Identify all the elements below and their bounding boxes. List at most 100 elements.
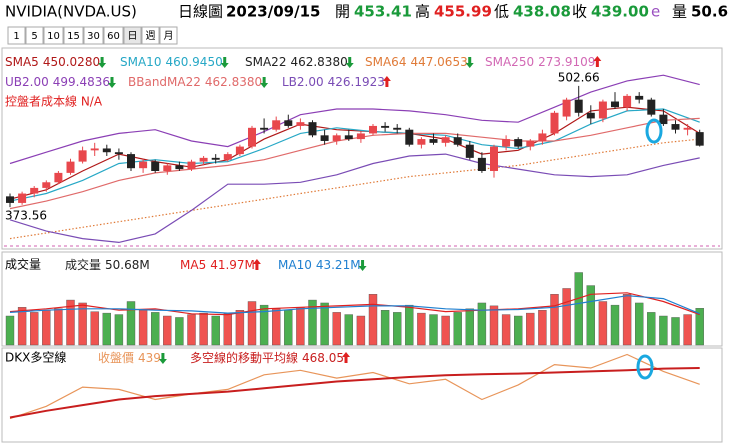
candle-body	[211, 157, 220, 160]
candle-body	[683, 127, 692, 130]
legend-entry: UB2.00 499.4836	[5, 75, 110, 89]
legend-name: LB2.00	[282, 75, 324, 89]
toolbar-label: 週	[146, 30, 156, 42]
volume-bar	[247, 301, 257, 346]
trend-arrow	[260, 77, 269, 88]
series-line	[9, 153, 700, 244]
volume-bar	[501, 314, 511, 346]
legend-entry: 收盤價 439	[98, 351, 161, 365]
low-value: 438.08	[513, 3, 571, 21]
legend-value: 41.97M	[210, 258, 255, 272]
candle-body	[30, 187, 39, 194]
close-value: 439.00	[591, 3, 649, 21]
toolbar-label: 5	[31, 31, 37, 42]
candle-body	[453, 137, 462, 145]
panel-title: DKX多空線	[5, 350, 66, 365]
volume-bar	[380, 310, 390, 346]
candle-body	[284, 120, 293, 126]
legend-entry: 成交量 50.68M	[65, 257, 150, 272]
candle-body	[66, 161, 75, 173]
legend-name: BBandMA22	[128, 75, 201, 89]
candle-body	[308, 122, 317, 136]
volume-bar	[550, 294, 559, 346]
volume-bar	[610, 304, 620, 346]
candle-body	[187, 161, 196, 170]
trend-arrow	[593, 56, 602, 67]
legend-entry: SMA10 460.9450	[120, 55, 223, 69]
legend-entry: SMA250 273.9109	[485, 55, 595, 69]
legend-name: MA10	[278, 258, 312, 272]
legend-name: SMA10	[120, 55, 161, 69]
candle-body	[90, 148, 99, 151]
panel-title: 成交量	[5, 257, 41, 272]
volume-bar	[526, 312, 535, 346]
legend-value: 273.9109	[538, 55, 595, 69]
legend-name: SMA22	[245, 55, 286, 69]
open-value: 453.41	[354, 3, 412, 21]
legend-name: MA5	[180, 258, 206, 272]
candle-body	[272, 120, 281, 130]
volume-bar	[126, 301, 136, 346]
volume-label: 量	[672, 3, 687, 21]
trend-arrow	[382, 76, 391, 87]
volume-value: 50.68	[691, 3, 729, 21]
volume-panel	[1, 251, 723, 347]
highlight	[636, 354, 654, 380]
legend-value: 43.21M	[316, 258, 361, 272]
volume-bar	[477, 302, 487, 346]
toolbar-button	[25, 26, 44, 45]
trend-arrow	[342, 352, 351, 363]
legend-name: SMA5	[5, 55, 39, 69]
volume-bar	[308, 299, 317, 346]
candle-body	[502, 139, 511, 147]
candle-body	[102, 148, 111, 153]
volume-bar	[405, 304, 414, 346]
highlight	[645, 118, 663, 144]
toolbar-label: 60	[107, 31, 120, 42]
candle-body	[344, 135, 353, 140]
volume-bar	[272, 308, 281, 346]
legend-entry: BBandMA22 462.8380	[128, 75, 262, 89]
toolbar-button	[43, 26, 64, 45]
candle-body	[260, 127, 269, 130]
candle-body	[441, 137, 450, 143]
series-line	[9, 108, 700, 202]
candle-body	[127, 154, 135, 169]
volume-bar	[332, 312, 341, 346]
volume-bar	[683, 314, 692, 346]
toolbar-button	[159, 26, 178, 45]
volume-bar	[647, 312, 656, 346]
volume-bar	[187, 314, 196, 346]
candle-body	[635, 95, 644, 100]
trend-arrow	[358, 260, 367, 271]
series-line	[9, 106, 701, 200]
series-line	[9, 74, 700, 165]
trend-arrow	[158, 353, 167, 364]
volume-bar	[114, 314, 124, 346]
volume-bar	[199, 312, 208, 346]
symbol: NVIDIA(NVDA.US)	[5, 3, 137, 21]
candle-body	[163, 165, 172, 172]
volume-bar	[393, 312, 402, 346]
toolbar-label: 30	[87, 31, 100, 42]
volume-bar	[150, 312, 160, 346]
low-label: 低	[494, 3, 509, 21]
volume-bar	[102, 312, 112, 346]
legend-value: 468.05	[302, 351, 344, 365]
series-line	[9, 292, 700, 316]
candle-body	[199, 157, 208, 162]
volume-bar	[514, 315, 523, 346]
candle-body	[647, 99, 656, 115]
candle-body	[562, 99, 571, 117]
series-line	[9, 117, 700, 210]
volume-bar	[66, 299, 75, 346]
legend-name: SMA250	[485, 55, 534, 69]
legend-value: 50.68M	[105, 258, 150, 272]
volume-bar	[296, 307, 305, 346]
period: 日線圖	[178, 3, 223, 21]
volume-bar	[42, 310, 51, 346]
candle-body	[114, 152, 123, 155]
open-label: 開	[335, 3, 350, 21]
candle-body	[611, 101, 619, 108]
